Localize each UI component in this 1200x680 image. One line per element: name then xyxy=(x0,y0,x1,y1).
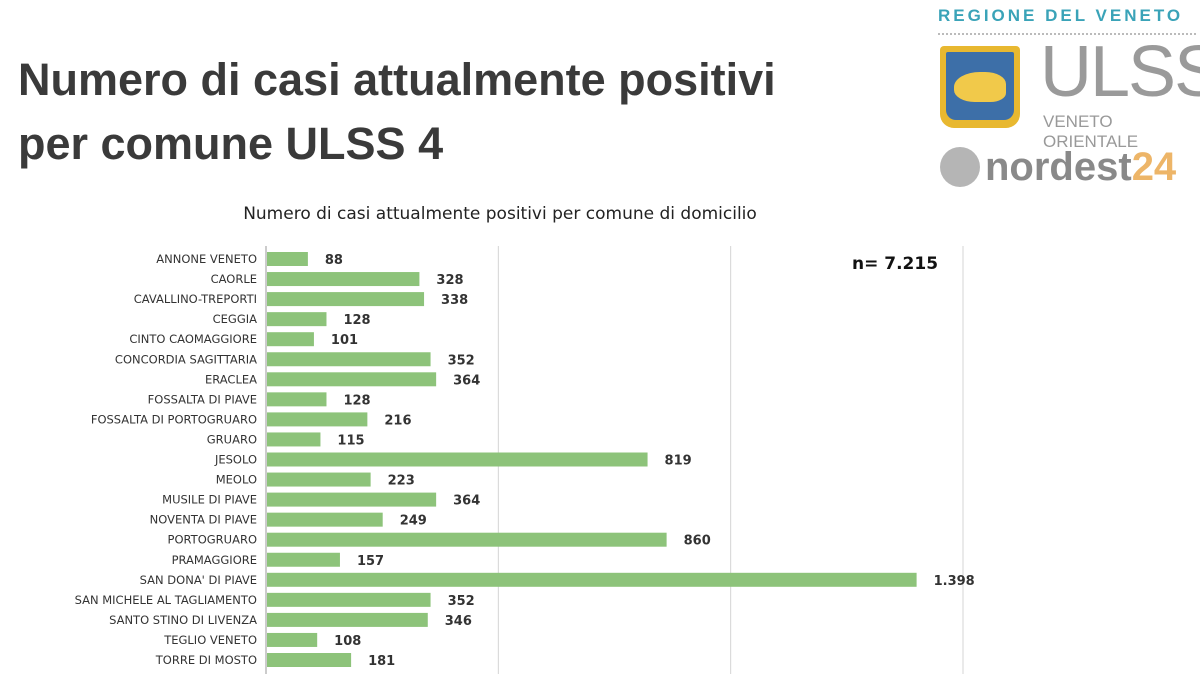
category-label: MUSILE DI PIAVE xyxy=(162,493,257,507)
value-label: 128 xyxy=(343,313,370,328)
category-label: FOSSALTA DI PORTOGRUARO xyxy=(91,412,257,426)
bar xyxy=(267,312,327,327)
bar xyxy=(267,632,318,647)
category-label: CAVALLINO-TREPORTI xyxy=(134,292,257,306)
bar xyxy=(267,572,917,587)
category-label: SANTO STINO DI LIVENZA xyxy=(109,613,257,627)
value-label: 1.398 xyxy=(934,574,975,589)
bar xyxy=(267,412,368,427)
value-label: 101 xyxy=(331,333,358,348)
bar xyxy=(267,512,383,527)
veneto-lion-crest-icon xyxy=(940,46,1020,128)
value-label: 338 xyxy=(441,293,468,308)
category-label: SAN MICHELE AL TAGLIAMENTO xyxy=(75,593,257,607)
bar xyxy=(267,452,648,467)
value-label: 364 xyxy=(453,373,480,388)
value-label: 128 xyxy=(343,393,370,408)
category-label: TORRE DI MOSTO xyxy=(155,653,257,667)
watermark-circle-icon xyxy=(940,147,980,187)
category-label: NOVENTA DI PIAVE xyxy=(150,513,257,527)
bar xyxy=(267,352,431,367)
value-label: 108 xyxy=(334,634,361,649)
value-label: 115 xyxy=(337,433,364,448)
value-label: 181 xyxy=(368,654,395,669)
category-label: CONCORDIA SAGITTARIA xyxy=(115,352,257,366)
bar xyxy=(267,272,420,287)
value-label: 364 xyxy=(453,494,480,509)
bar xyxy=(267,492,437,507)
region-label: REGIONE DEL VENETO xyxy=(938,6,1184,25)
category-label: CINTO CAOMAGGIORE xyxy=(129,332,257,346)
category-label: ANNONE VENETO xyxy=(156,252,257,266)
bar xyxy=(267,252,308,266)
divider xyxy=(938,33,1196,35)
ulss-subtitle: VENETO ORIENTALE xyxy=(1043,112,1139,151)
bar xyxy=(267,472,371,487)
bar xyxy=(267,653,352,667)
bar xyxy=(267,612,428,627)
chart-annotation: n= 7.215 xyxy=(852,254,939,274)
value-label: 860 xyxy=(684,534,711,549)
category-label: PORTOGRUARO xyxy=(168,533,257,547)
value-label: 157 xyxy=(357,554,384,569)
category-label: FOSSALTA DI PIAVE xyxy=(148,392,257,406)
value-label: 352 xyxy=(448,353,475,368)
title-line-1: Numero di casi attualmente positivi xyxy=(18,54,776,105)
bar xyxy=(267,552,340,567)
category-label: JESOLO xyxy=(214,453,257,467)
category-label: SAN DONA' DI PIAVE xyxy=(140,573,257,587)
category-label: PRAMAGGIORE xyxy=(172,553,257,567)
bar xyxy=(267,392,327,407)
bar xyxy=(267,292,425,307)
title-line-2: per comune ULSS 4 xyxy=(18,118,444,169)
value-label: 223 xyxy=(388,474,415,489)
watermark: nordest24 xyxy=(985,145,1177,189)
chart-title: Numero di casi attualmente positivi per … xyxy=(243,204,757,224)
category-label: CAORLE xyxy=(211,272,257,286)
bar xyxy=(267,372,437,387)
category-label: CEGGIA xyxy=(213,312,258,326)
category-label: MEOLO xyxy=(216,473,257,487)
bar xyxy=(267,592,431,607)
category-label: TEGLIO VENETO xyxy=(163,633,257,647)
category-label: ERACLEA xyxy=(205,372,257,386)
bar xyxy=(267,532,667,547)
value-label: 216 xyxy=(384,413,411,428)
page-title: Numero di casi attualmente positivi per … xyxy=(18,48,776,176)
value-label: 88 xyxy=(325,253,343,268)
value-label: 352 xyxy=(448,594,475,609)
bar xyxy=(267,432,321,447)
category-label: GRUARO xyxy=(207,432,257,446)
bar xyxy=(267,332,314,347)
value-label: 249 xyxy=(400,514,427,529)
value-label: 328 xyxy=(436,273,463,288)
value-label: 819 xyxy=(665,454,692,469)
value-label: 346 xyxy=(445,614,472,629)
